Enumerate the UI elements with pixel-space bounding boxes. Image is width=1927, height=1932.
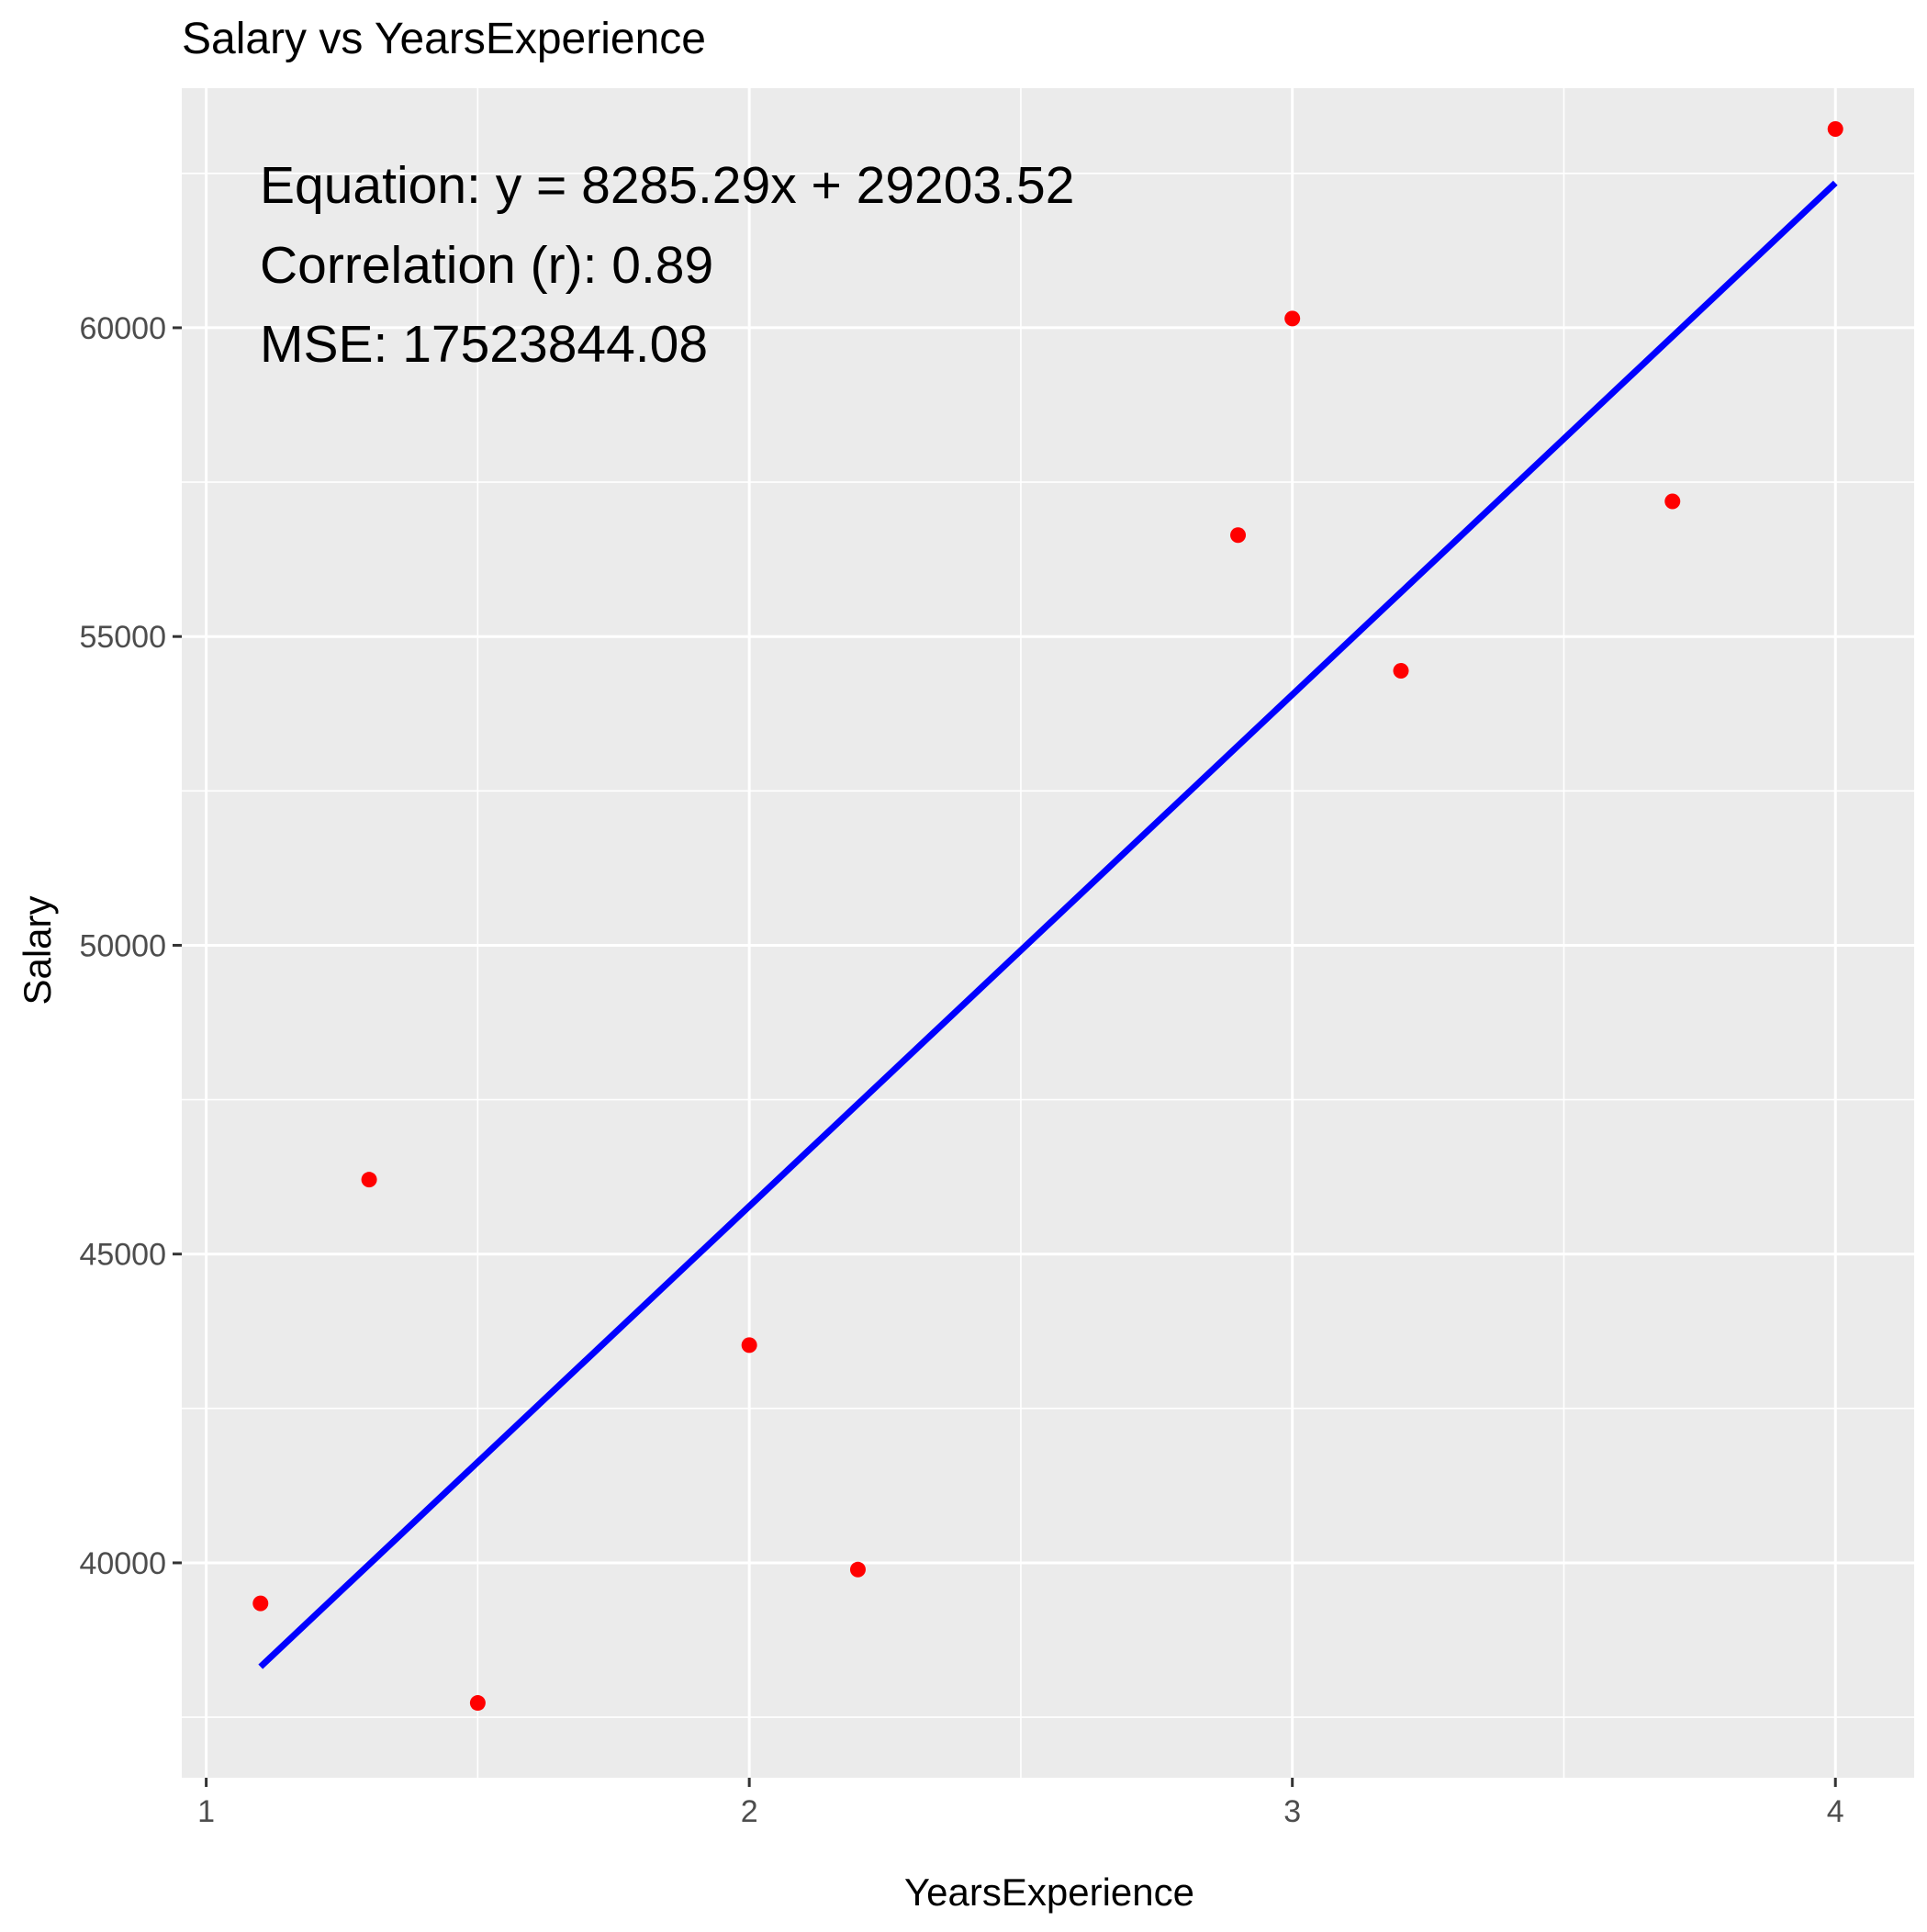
data-point <box>469 1695 486 1712</box>
data-point <box>252 1595 269 1612</box>
tick-labels: 1 2 3 4 40000 45000 50000 55000 60000 <box>79 311 1843 1829</box>
y-tick-label: 60000 <box>79 311 166 346</box>
y-tick-label: 55000 <box>79 620 166 655</box>
y-tick-label: 45000 <box>79 1238 166 1273</box>
annotation-equation: Equation: y = 8285.29x + 29203.52 <box>260 156 1074 215</box>
major-grid <box>182 88 1914 1778</box>
y-tick-label: 40000 <box>79 1546 166 1581</box>
data-point <box>361 1172 377 1188</box>
x-tick-label: 3 <box>1283 1794 1301 1829</box>
x-tick-label: 1 <box>197 1794 215 1829</box>
y-axis-label: Salary <box>16 895 59 1005</box>
data-point <box>849 1561 866 1578</box>
data-point <box>1284 310 1301 327</box>
axis-ticks <box>173 326 1837 1787</box>
data-point <box>1230 527 1247 544</box>
data-point <box>1827 121 1843 138</box>
data-point <box>741 1337 757 1354</box>
x-axis-label: YearsExperience <box>904 1870 1194 1914</box>
data-point <box>1664 493 1681 510</box>
y-tick-label: 50000 <box>79 928 166 963</box>
minor-grid <box>182 88 1914 1778</box>
annotation-correlation: Correlation (r): 0.89 <box>260 236 713 295</box>
chart-title: Salary vs YearsExperience <box>182 15 706 63</box>
regression-line <box>258 180 1838 1669</box>
x-tick-label: 2 <box>741 1794 758 1829</box>
regression-line-group <box>258 180 1838 1669</box>
plot-panel <box>182 88 1914 1778</box>
x-tick-label: 4 <box>1827 1794 1844 1829</box>
data-points <box>252 121 1843 1712</box>
data-point <box>1393 663 1409 680</box>
annotation-mse: MSE: 17523844.08 <box>260 315 708 374</box>
